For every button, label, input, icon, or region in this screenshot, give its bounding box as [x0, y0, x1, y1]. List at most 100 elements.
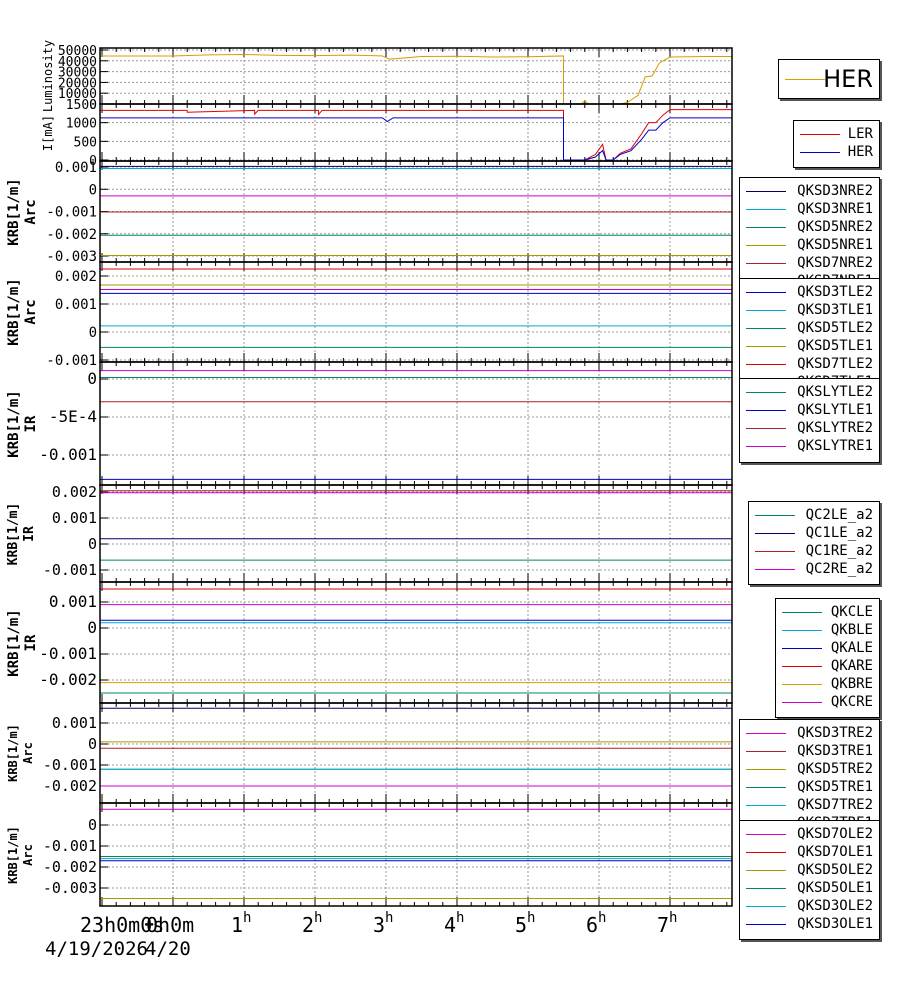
legend-swatch — [746, 209, 786, 210]
y-axis-label-line1: KRB[1/m] — [6, 825, 20, 884]
x-tick-label: 3 — [373, 913, 385, 937]
legend-label: QKSD5TRE1 — [797, 779, 873, 795]
panel-frame — [99, 361, 733, 486]
y-tick-label: -0.003 — [46, 249, 97, 265]
legend-swatch — [746, 733, 786, 734]
legend-item: QKSD7OLE2 — [746, 825, 873, 843]
y-axis-label-line2: IR — [23, 415, 39, 432]
panel-7: 0.001 0 -0.001 -0.002 — [43, 702, 733, 804]
legend-label: QC1RE_a2 — [805, 543, 873, 559]
y-axis-label: I[mA] — [41, 78, 56, 188]
legend-item: QKSD5TLE2 — [746, 319, 873, 337]
legend-label: QKSD7TLE2 — [797, 356, 873, 372]
legend-swatch — [782, 702, 822, 703]
legend-swatch — [746, 805, 786, 806]
legend-item: QKBLE — [782, 621, 873, 639]
x-tick-label: 5 — [515, 913, 527, 937]
legend-swatch — [782, 612, 822, 613]
legend-label: QKSLYTLE1 — [797, 402, 873, 418]
legend-item: QKSD3TRE1 — [746, 742, 873, 760]
legend-swatch — [746, 227, 786, 228]
panel-frame — [99, 484, 733, 583]
legend-item: LER — [800, 125, 873, 143]
legend-label: QKARE — [830, 658, 873, 674]
series-line-her — [100, 117, 732, 161]
legend-label: QKSD3OLE2 — [797, 898, 873, 914]
legend-label: QKSD3TLE1 — [797, 302, 873, 318]
panel-4: 0 -5E-4 -0.001 — [39, 361, 733, 486]
y-tick-label: 0.001 — [55, 297, 97, 313]
panel-frame — [99, 103, 733, 162]
legend-item: QKSD5TRE2 — [746, 760, 873, 778]
y-axis-label-line1: KRB[1/m] — [6, 177, 22, 246]
y-tick-label: 50000 — [58, 44, 97, 59]
legend-item: QKSD3NRE2 — [746, 182, 873, 200]
legend-item: QKSD3TLE1 — [746, 301, 873, 319]
legend-item: QKSD5NRE1 — [746, 236, 873, 254]
x-tick-label: 7 — [657, 913, 669, 937]
y-tick-label: 20000 — [58, 76, 97, 91]
panel-frame — [99, 802, 733, 907]
y-tick-label: -0.001 — [39, 445, 97, 464]
y-axis-label-line1: KRB[1/m] — [6, 278, 22, 346]
y-tick-label: 0.001 — [52, 509, 97, 527]
legend-item: QKCRE — [782, 693, 873, 711]
legend-label: QKSD3NRE1 — [797, 201, 873, 217]
y-tick-label: 0 — [89, 325, 97, 341]
legend-box: LER HER — [793, 120, 880, 168]
y-axis-label: KRB[1/m] Arc — [6, 698, 36, 808]
x-tick-label-unit: h — [385, 910, 393, 926]
panel-8: 0 -0.001 -0.002 -0.003 — [43, 802, 733, 907]
panel-6: 0.001 0 -0.001 -0.002 — [39, 581, 733, 704]
legend-box: QKCLE QKBLE QKALE QKARE QKBRE QKCRE — [775, 598, 880, 718]
legend-item: QC2LE_a2 — [755, 506, 873, 524]
legend-label: QC2RE_a2 — [805, 561, 873, 577]
legend-swatch — [746, 428, 786, 429]
y-tick-label: 0 — [88, 735, 97, 753]
legend-swatch — [746, 787, 786, 788]
legend-label: HER — [823, 65, 873, 93]
y-axis-label: KRB[1/m] IR — [6, 588, 40, 698]
legend-swatch — [782, 684, 822, 685]
y-axis-label-line1: KRB[1/m] — [6, 724, 20, 782]
legend-box: QKSD3NRE2 QKSD3NRE1 QKSD5NRE2 QKSD5NRE1 QKSD… — [739, 177, 880, 295]
legend-label: QKSD5NRE1 — [797, 237, 873, 253]
legend-swatch — [755, 533, 795, 534]
x-tick-label-unit: h — [314, 910, 322, 926]
y-tick-label: 0.001 — [52, 714, 97, 732]
legend-label: QKSD7OLE2 — [797, 826, 873, 842]
legend-label: LER — [847, 126, 873, 142]
legend-label: QKSD5TLE2 — [797, 320, 873, 336]
legend-box: QC2LE_a2 QC1LE_a2 QC1RE_a2 QC2RE_a2 — [748, 501, 880, 585]
legend-label: QKSLYTLE2 — [797, 384, 873, 400]
legend-label: QKSD7TRE2 — [797, 797, 873, 813]
legend-swatch — [746, 924, 786, 925]
y-tick-label: 500 — [74, 135, 97, 150]
legend-swatch — [782, 666, 822, 667]
x-tick-label-unit: h — [243, 910, 251, 926]
legend-swatch — [746, 751, 786, 752]
legend-swatch — [746, 392, 786, 393]
legend-item: QKSD5OLE1 — [746, 879, 873, 897]
legend-item: HER — [785, 61, 873, 97]
legend-item: QKSD7TLE2 — [746, 355, 873, 373]
y-axis-label-line2: Arc — [23, 198, 39, 225]
x-date-right: 4/20 — [145, 938, 191, 960]
y-axis-label-line1: I[mA] — [41, 114, 55, 151]
y-axis-label-line2: IR — [23, 634, 39, 651]
legend-item: QKSLYTRE1 — [746, 437, 873, 455]
legend-swatch — [746, 346, 786, 347]
legend-swatch — [746, 852, 786, 853]
x-tick-label-unit: h — [598, 910, 606, 926]
legend-label: QKSD5OLE2 — [797, 862, 873, 878]
legend-swatch — [755, 551, 795, 552]
y-tick-label: -0.002 — [43, 858, 97, 876]
legend-swatch — [755, 569, 795, 570]
y-axis-label-line1: KRB[1/m] — [6, 502, 21, 565]
panel-1: 1500 1000 500 0 — [66, 98, 733, 169]
legend-label: QKSD5OLE1 — [797, 880, 873, 896]
y-tick-label: -0.001 — [43, 837, 97, 855]
legend-swatch — [746, 364, 786, 365]
legend-label: QKSD5TLE1 — [797, 338, 873, 354]
